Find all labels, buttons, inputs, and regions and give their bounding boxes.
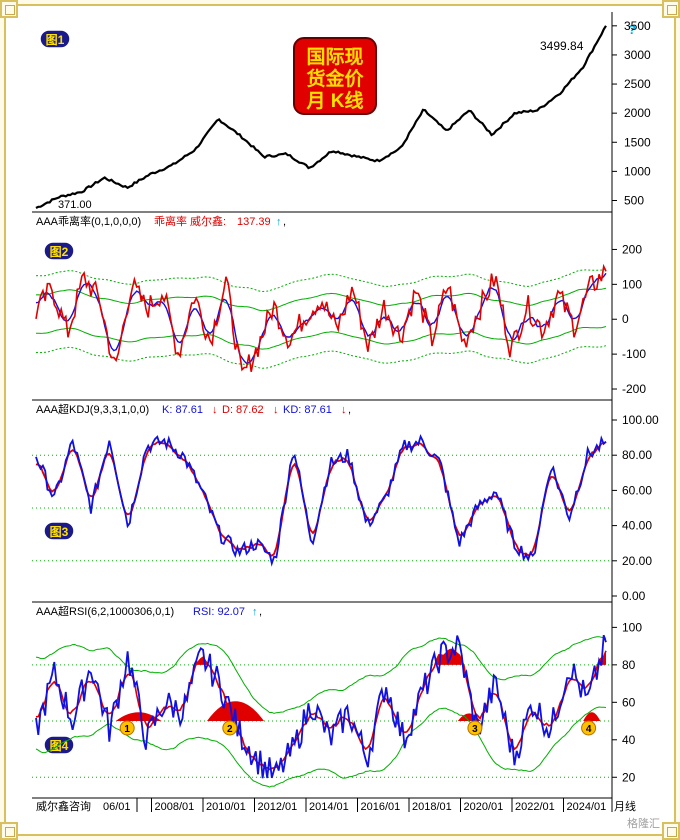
kd-trail: , — [348, 404, 351, 416]
svg-text:图2: 图2 — [50, 245, 69, 259]
x-axis: 威尔鑫咨询 06/01 2008/01 2010/01 2012/01 2014/01 2… — [36, 798, 660, 830]
svg-text:2: 2 — [227, 724, 233, 735]
y-tick-label: 40.00 — [622, 519, 652, 533]
y-tick-label: 60 — [622, 695, 636, 709]
bias-line — [35, 263, 607, 372]
logo-line: 货金价 — [306, 67, 364, 90]
x-tick-label: 2022/01 — [515, 801, 555, 813]
y-tick-label: 1000 — [624, 164, 651, 178]
y-tick-label: 100.00 — [622, 413, 659, 427]
x-axis-brand: 威尔鑫咨询 — [36, 799, 91, 813]
kdj-header: AAA超KDJ(9,3,3,1,0,0) — [36, 402, 149, 416]
y-tick-label: 3500 — [624, 19, 651, 33]
x-tick-label: 2014/01 — [309, 801, 349, 813]
svg-text:图1: 图1 — [46, 33, 65, 47]
y-tick-label: 20.00 — [622, 554, 652, 568]
cycle-marker: 2 — [222, 720, 238, 736]
d-arrow: ↓ — [273, 404, 279, 416]
x-tick-label: 2020/01 — [464, 801, 504, 813]
rsi-upper-band — [35, 636, 607, 714]
x-tick-label: 06/01 — [103, 801, 131, 813]
kdj-panel: AAA超KDJ(9,3,3,1,0,0) K: 87.61 ↓ D: 87.62… — [32, 402, 659, 603]
rsi-lower-band — [35, 706, 607, 788]
cycle-marker: 4 — [581, 720, 597, 736]
k-value: K: 87.61 — [162, 404, 203, 416]
y-tick-label: 60.00 — [622, 483, 652, 497]
x-tick-label: 2016/01 — [361, 801, 401, 813]
cycle-marker: 3 — [467, 720, 483, 736]
panel3-badge: 图3 — [43, 521, 75, 541]
gold-logo: 国际现 货金价 月 K线 — [293, 37, 377, 115]
bias-band — [35, 268, 607, 293]
rsi-header: AAA超RSI(6,2,1000306,0,1) — [36, 604, 174, 618]
bias-arrow: ↑ — [276, 216, 282, 228]
y-tick-label: 3000 — [624, 48, 651, 62]
y-tick-label: -200 — [622, 382, 646, 396]
price-line — [35, 25, 607, 209]
bias-header: AAA乖离率(0,1,0,0,0) — [36, 214, 141, 228]
corner-ornament — [662, 822, 680, 840]
y-tick-label: -100 — [622, 347, 646, 361]
logo-line: 国际现 — [306, 46, 363, 68]
bias-trail: , — [283, 216, 286, 228]
x-tick-label: 2008/01 — [155, 801, 195, 813]
corner-ornament — [0, 822, 18, 840]
svg-text:3: 3 — [472, 724, 478, 735]
min-price-label: 371.00 — [58, 199, 92, 211]
kd-value: KD: 87.61 — [283, 404, 332, 416]
x-tick-label: 2010/01 — [206, 801, 246, 813]
rsi-mound-fill — [115, 712, 162, 722]
bias-series-label: 乖离率 威尔鑫: — [154, 214, 226, 228]
bias-value: 137.39 — [237, 216, 271, 228]
corner-ornament — [0, 0, 18, 18]
rsi-mound-fill — [583, 712, 601, 722]
price-panel: 图1 国际现 货金价 月 K线 3499.84 371.00 ? 500 1000… — [35, 19, 651, 211]
y-tick-label: 2000 — [624, 106, 651, 120]
panel2-badge: 图2 — [43, 241, 75, 261]
bias-smooth-line — [35, 272, 607, 365]
x-tick-label: 2018/01 — [412, 801, 452, 813]
bias-band — [35, 345, 607, 369]
d-value: D: 87.62 — [222, 404, 264, 416]
y-tick-label: 200 — [622, 242, 642, 256]
y-tick-label: 0.00 — [622, 589, 646, 603]
y-tick-label: 100 — [622, 620, 642, 634]
help-icon[interactable]: ? — [628, 22, 636, 37]
k-arrow: ↓ — [212, 404, 218, 416]
y-tick-label: 0 — [622, 312, 629, 326]
y-tick-label: 20 — [622, 770, 636, 784]
y-tick-label: 80.00 — [622, 448, 652, 462]
y-tick-label: 1500 — [624, 135, 651, 149]
period-label: 月线 — [614, 799, 636, 813]
panel1-badge: 图1 — [39, 29, 71, 49]
bias-band — [35, 287, 607, 312]
watermark: 格隆汇 — [627, 816, 660, 830]
y-tick-label: 40 — [622, 733, 636, 747]
last-price-label: 3499.84 — [540, 39, 584, 53]
logo-line: 月 K线 — [305, 89, 363, 112]
svg-text:4: 4 — [586, 724, 592, 735]
svg-text:1: 1 — [124, 724, 130, 735]
k-line — [35, 434, 607, 567]
x-tick-label: 2024/01 — [567, 801, 607, 813]
cycle-marker: 1 — [119, 720, 135, 736]
bias-band — [35, 326, 607, 350]
rsi-value: RSI: 92.07 — [193, 606, 245, 618]
bias-panel: AAA乖离率(0,1,0,0,0) 乖离率 威尔鑫: 137.39 ↑ , 图2… — [35, 214, 646, 396]
kd-arrow: ↓ — [341, 404, 347, 416]
rsi-panel: AAA超RSI(6,2,1000306,0,1) RSI: 92.07 ↑ , … — [32, 604, 642, 788]
corner-ornament — [662, 0, 680, 18]
x-tick-label: 2012/01 — [258, 801, 298, 813]
y-tick-label: 2500 — [624, 77, 651, 91]
y-tick-label: 100 — [622, 277, 642, 291]
rsi-trail: , — [259, 606, 262, 618]
svg-text:图3: 图3 — [50, 525, 69, 539]
y-tick-label: 500 — [624, 193, 644, 207]
rsi-line — [35, 634, 607, 779]
rsi-arrow: ↑ — [252, 606, 258, 618]
y-tick-label: 80 — [622, 658, 636, 672]
